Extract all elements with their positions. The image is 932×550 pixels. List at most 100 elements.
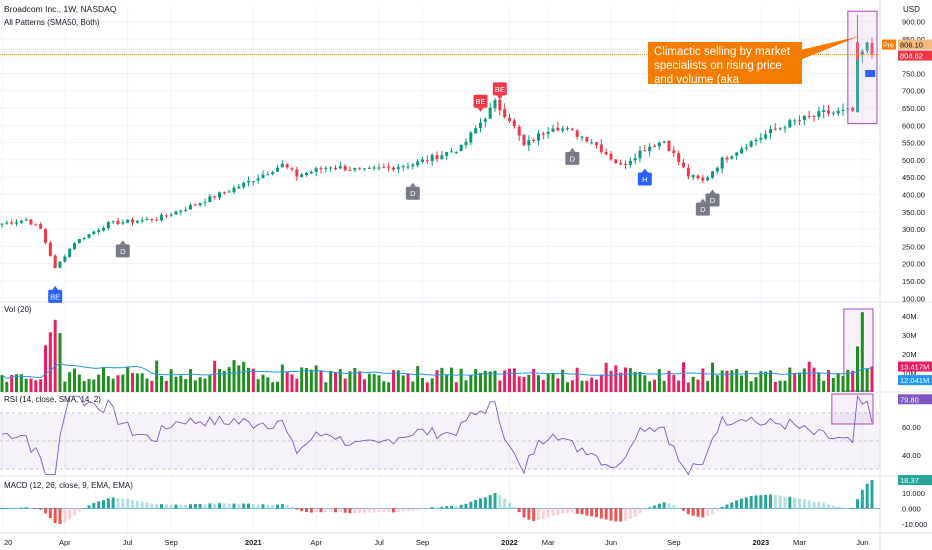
volume-bar [140, 373, 144, 392]
marker-arrow [52, 285, 59, 290]
volume-bar [121, 374, 125, 392]
candle-body [662, 141, 666, 143]
pattern-marker: BE [492, 82, 507, 100]
candle-body [416, 161, 420, 166]
volume-bar [450, 367, 453, 392]
candle-body [749, 141, 753, 147]
volume-bar [662, 380, 666, 392]
candle-body [367, 167, 371, 169]
volume-bar [686, 382, 690, 392]
macd-bar [836, 506, 840, 509]
time-axis-label: Apr [59, 538, 71, 547]
candle-body [290, 168, 294, 170]
rsi-tick-label: 40.00 [902, 451, 921, 460]
volume-bar [711, 362, 714, 392]
marker-label: BE [475, 97, 485, 106]
candle-body [851, 107, 855, 112]
candle-body [121, 222, 125, 224]
macd-bar [595, 508, 598, 517]
candle-body [503, 109, 507, 118]
volume-bar [372, 374, 376, 392]
volume-bar [566, 382, 569, 392]
macd-bar [150, 503, 154, 509]
price-tick-label: 200.00 [902, 260, 925, 269]
volume-bar [841, 376, 845, 392]
candle-body [126, 219, 130, 223]
volume-bar [276, 381, 279, 392]
macd-bar [706, 508, 710, 517]
macd-bar [135, 500, 139, 509]
macd-bar [788, 496, 792, 509]
volume-bar [498, 380, 502, 392]
volume-bar [218, 368, 221, 392]
macd-bar [517, 508, 521, 513]
candle-body [822, 110, 826, 112]
volume-bar [459, 368, 463, 392]
candle-body [430, 154, 434, 162]
macd-bar [305, 508, 308, 513]
volume-bar [53, 319, 57, 392]
macd-bar [48, 508, 52, 519]
candle-body [261, 174, 265, 179]
volume-bar [595, 379, 598, 392]
volume-bar [73, 368, 76, 392]
macd-bar [870, 480, 874, 509]
volume-bar [725, 370, 729, 392]
macd-bar [440, 506, 444, 509]
candle-body [319, 168, 323, 170]
candle-body [251, 181, 255, 183]
marker-box [48, 289, 63, 303]
marker-box [565, 151, 580, 165]
volume-bar [590, 377, 594, 392]
candle-body [783, 127, 787, 129]
macd-bar [276, 504, 279, 509]
volume-bar [363, 379, 366, 392]
volume-value-badge [898, 361, 932, 372]
macd-bar [802, 499, 806, 509]
candle-body [691, 175, 695, 178]
marker-label: BE [50, 292, 60, 301]
volume-bar [488, 371, 492, 392]
macd-bar [92, 503, 96, 509]
candle-body [145, 219, 149, 221]
pre-value: 806.10 [900, 41, 923, 50]
pattern-marker: BE [473, 94, 488, 112]
volume-bar [334, 371, 337, 392]
time-axis-label: Jun [605, 538, 617, 547]
volume-bar [464, 380, 468, 392]
volume-bar [851, 370, 855, 392]
volume-bar [266, 377, 270, 392]
candle-body [387, 166, 391, 168]
candle-body [135, 220, 139, 223]
volume-bar [667, 370, 671, 392]
pattern-marker: D [115, 240, 130, 258]
volume-bar [164, 380, 168, 392]
marker-box [405, 186, 420, 200]
volume-bar [203, 378, 207, 392]
volume-bar [411, 381, 415, 392]
marker-label: D [120, 247, 126, 256]
macd-bar [39, 508, 43, 510]
macd-bar [218, 503, 221, 509]
macd-bar [541, 508, 545, 520]
volume-bar [10, 375, 14, 392]
volume-bar [701, 368, 705, 392]
macd-bar [464, 503, 468, 509]
macd-bar [715, 508, 719, 512]
volume-bar [846, 369, 850, 392]
indicator-title: All Patterns (SMA50, Both) [4, 18, 100, 27]
macd-bar [280, 504, 284, 509]
macd-bar [614, 508, 618, 522]
volume-bar [338, 369, 342, 392]
macd-bar [648, 507, 652, 509]
candle-body [546, 132, 550, 135]
candle-body [247, 180, 250, 183]
price-tick-label: 650.00 [902, 104, 925, 113]
candle-body [203, 202, 207, 204]
volume-bar [570, 380, 574, 392]
candle-body [575, 130, 579, 137]
macd-bar [831, 505, 835, 509]
macd-bar [401, 508, 405, 512]
candle-body [865, 42, 869, 51]
volume-bar [232, 360, 236, 392]
